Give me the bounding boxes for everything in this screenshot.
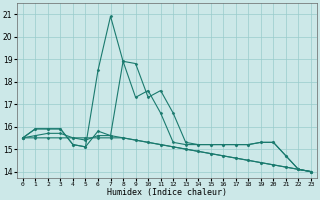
X-axis label: Humidex (Indice chaleur): Humidex (Indice chaleur) [107, 188, 227, 197]
